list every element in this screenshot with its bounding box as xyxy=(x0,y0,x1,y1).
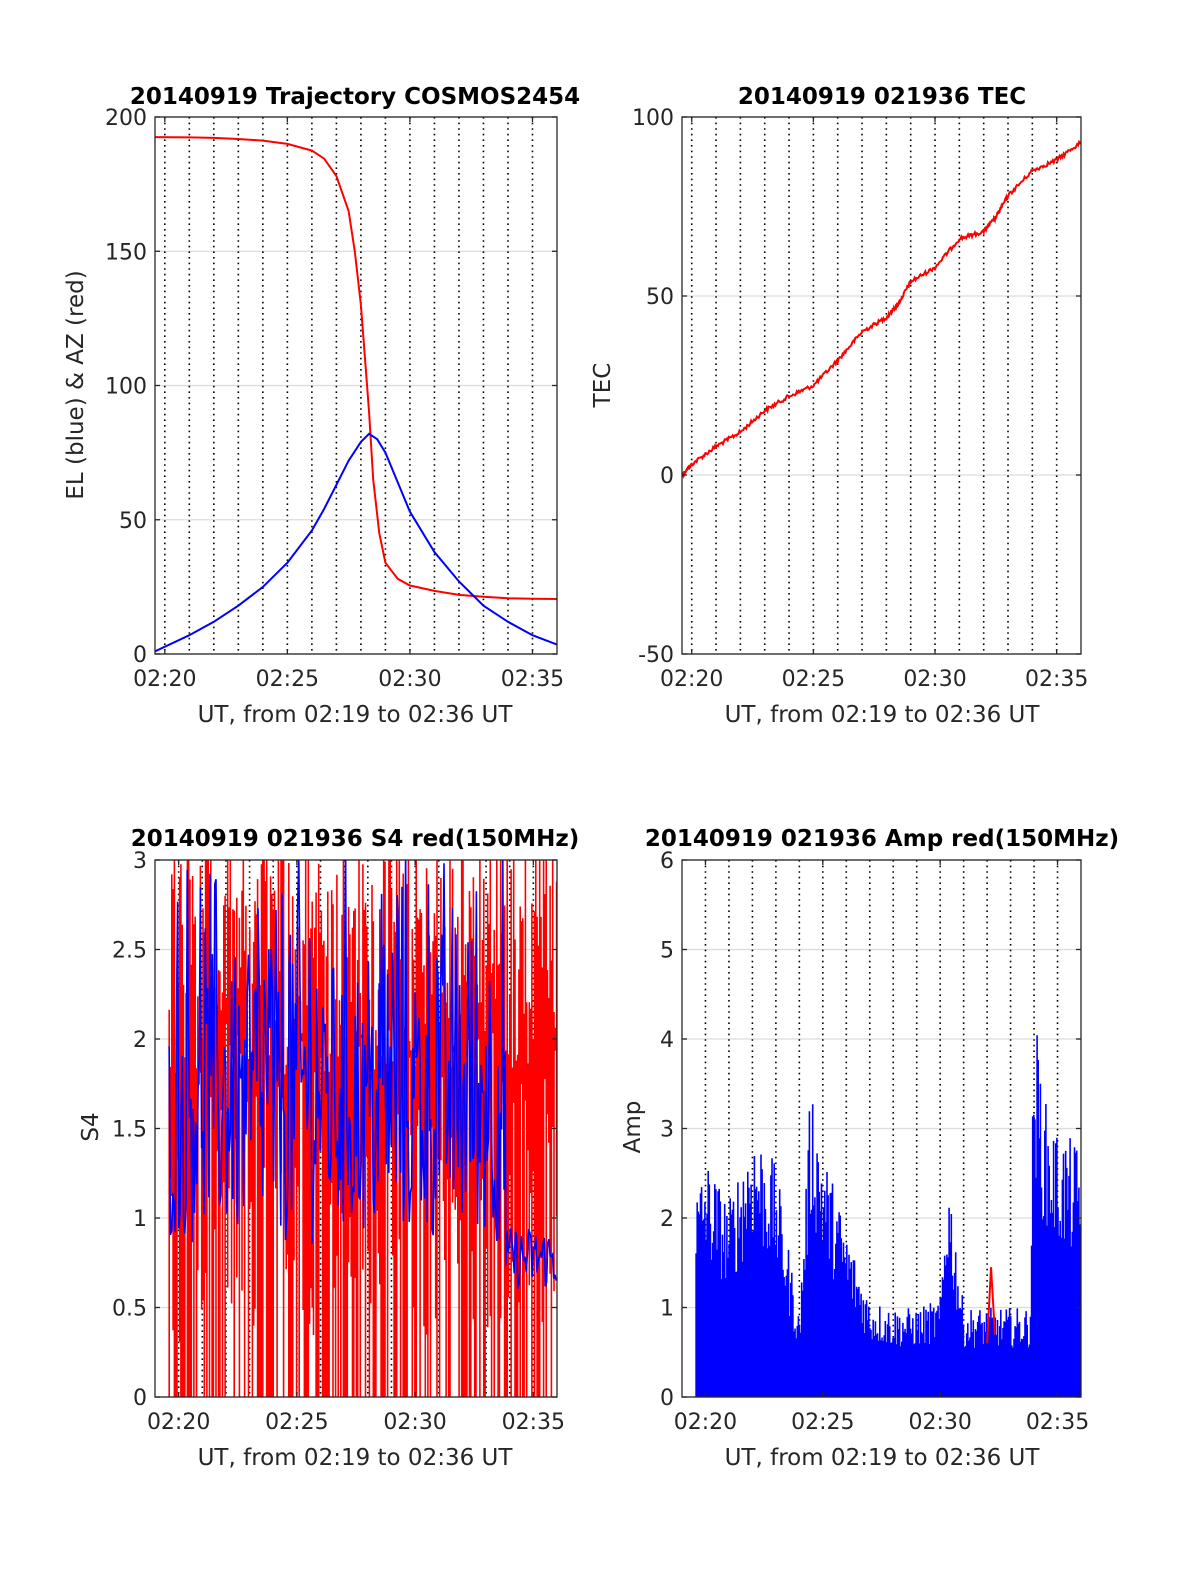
y-tick-label: 2.5 xyxy=(112,939,147,964)
y-axis-label: EL (blue) & AZ (red) xyxy=(63,270,89,499)
x-axis-label: UT, from 02:19 to 02:36 UT xyxy=(198,1445,514,1471)
series-group xyxy=(168,860,557,1397)
x-tick-label: 02:30 xyxy=(383,1410,446,1435)
chart-title: 20140919 021936 S4 red(150MHz) xyxy=(131,826,580,852)
y-tick-label: 6 xyxy=(660,849,674,874)
x-tick-label: 02:20 xyxy=(133,667,196,692)
y-tick-label: 50 xyxy=(119,509,147,534)
x-tick-label: 02:30 xyxy=(903,667,966,692)
y-tick-label: 0 xyxy=(660,1386,674,1411)
panel-amp: 20140919 021936 Amp red(150MHz) 01234560… xyxy=(620,826,1119,1471)
x-tick-label: 02:25 xyxy=(256,667,319,692)
plot-area: 0 50 100 150 200 02:20 02:25 02:30 02:35 xyxy=(105,106,564,692)
axes-box xyxy=(681,116,1082,655)
plot-area: 0 0.5 1 1.5 2 2.5 3 02:20 02:25 02:30 02:35 xyxy=(112,849,565,1435)
series-line-red xyxy=(155,136,557,600)
x-tick-label: 02:35 xyxy=(1026,1410,1089,1435)
x-tick-label: 02:20 xyxy=(674,1410,737,1435)
y-tick-label: 4 xyxy=(660,1028,674,1053)
chart-title: 20140919 021936 TEC xyxy=(738,84,1026,110)
x-tick-label: 02:35 xyxy=(501,667,564,692)
x-tick-label: 02:35 xyxy=(502,1410,565,1435)
y-tick-label: 0 xyxy=(660,464,674,489)
x-tick-label: 02:20 xyxy=(147,1410,210,1435)
y-tick-label: 3 xyxy=(133,849,147,874)
panel-trajectory: 20140919 Trajectory COSMOS2454 0 50 100 150… xyxy=(63,84,580,728)
y-tick-label: 50 xyxy=(646,285,674,310)
y-axis-label: Amp xyxy=(620,1101,646,1154)
y-tick-label: 100 xyxy=(105,375,147,400)
panel-tec: 20140919 021936 TEC -50 0 50 100 02:20 02:25 0… xyxy=(590,84,1088,728)
series-amp-red xyxy=(986,1267,996,1344)
series-s4-blue xyxy=(168,860,557,1289)
y-tick-label: 0.5 xyxy=(112,1297,147,1322)
x-tick-label: 02:30 xyxy=(908,1410,971,1435)
series-group xyxy=(695,1035,1081,1397)
x-tick-label: 02:25 xyxy=(782,667,845,692)
x-tick-label: 02:30 xyxy=(378,667,441,692)
x-axis-label: UT, from 02:19 to 02:36 UT xyxy=(725,1445,1041,1471)
series-line-red xyxy=(682,139,1081,480)
series-group xyxy=(155,136,557,653)
plot-area: 0 1 2 3 4 5 6 02:20 02:25 02:30 02:35 xyxy=(660,849,1089,1435)
y-tick-label: 1 xyxy=(660,1297,674,1322)
y-tick-label: 2 xyxy=(660,1207,674,1232)
y-tick-label: 2 xyxy=(133,1028,147,1053)
series-line-blue xyxy=(155,432,557,653)
x-axis-label: UT, from 02:19 to 02:36 UT xyxy=(725,702,1041,728)
y-tick-label: 150 xyxy=(105,240,147,265)
y-tick-label: 1 xyxy=(133,1207,147,1232)
series-group xyxy=(682,139,1081,480)
y-tick-label: 0 xyxy=(133,1386,147,1411)
chart-title: 20140919 021936 Amp red(150MHz) xyxy=(645,826,1119,852)
x-axis-label: UT, from 02:19 to 02:36 UT xyxy=(198,702,514,728)
x-tick-label: 02:25 xyxy=(265,1410,328,1435)
y-tick-label: 1.5 xyxy=(112,1118,147,1143)
plot-area: -50 0 50 100 02:20 02:25 02:30 02:35 xyxy=(632,106,1088,692)
x-tick-label: 02:25 xyxy=(791,1410,854,1435)
y-axis-label: S4 xyxy=(78,1112,104,1141)
y-tick-label: -50 xyxy=(638,643,674,668)
y-tick-label: 5 xyxy=(660,939,674,964)
panel-s4: 20140919 021936 S4 red(150MHz) 0 0.5 1 1.5 2… xyxy=(78,826,580,1471)
y-tick-label: 3 xyxy=(660,1118,674,1143)
y-tick-label: 200 xyxy=(105,106,147,131)
series-amp-blue xyxy=(695,1035,1081,1397)
y-tick-label: 0 xyxy=(133,643,147,668)
chart-title: 20140919 Trajectory COSMOS2454 xyxy=(130,84,580,110)
x-tick-label: 02:20 xyxy=(660,667,723,692)
y-tick-label: 100 xyxy=(632,106,674,131)
y-axis-label: TEC xyxy=(590,363,616,409)
x-tick-label: 02:35 xyxy=(1025,667,1088,692)
